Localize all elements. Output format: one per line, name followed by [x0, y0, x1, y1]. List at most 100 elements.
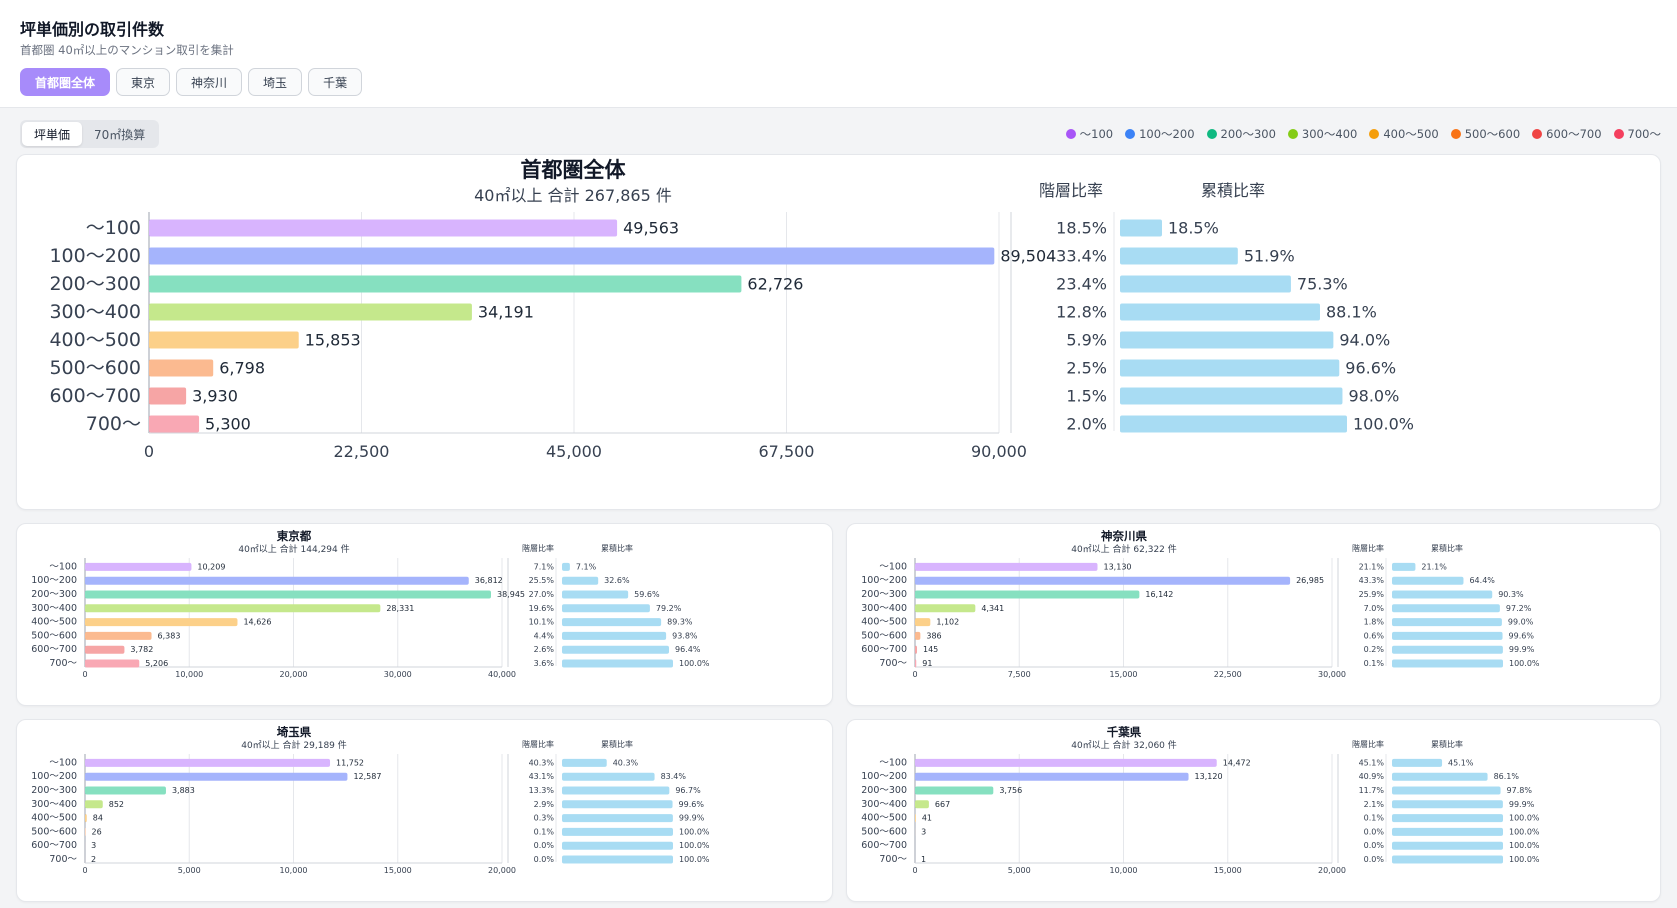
tab-mode-tsubo[interactable]: 坪単価: [22, 122, 83, 146]
bar: [915, 645, 918, 654]
tab-region-tokyo[interactable]: 東京: [116, 68, 171, 96]
cumulative-label: 18.5%: [1168, 219, 1219, 238]
category-label: 300～400: [49, 301, 141, 323]
cumulative-label: 89.3%: [667, 618, 693, 627]
legend-item: 100～200: [1125, 126, 1195, 142]
cumulative-bar: [1120, 275, 1291, 293]
chart-title: 東京都: [277, 529, 312, 543]
cumulative-bar: [1120, 219, 1162, 237]
ratio-label: 12.8%: [1056, 303, 1107, 322]
bar: [149, 247, 995, 265]
category-label: 600～700: [861, 644, 907, 655]
x-tick-label: 22,500: [334, 442, 390, 461]
cumulative-header: 累積比率: [1431, 543, 1463, 553]
bar-value-label: 26: [92, 827, 102, 836]
cumulative-label: 100.0%: [679, 659, 710, 668]
bar-value-label: 15,853: [305, 331, 361, 350]
cumulative-label: 99.9%: [1509, 800, 1535, 809]
tab-mode-70sqm[interactable]: 70㎡換算: [94, 127, 146, 142]
cumulative-bar: [1392, 800, 1503, 809]
chart-subtitle: 40㎡以上 合計 267,865 件: [474, 186, 672, 205]
cumulative-bar: [562, 604, 650, 613]
bar-value-label: 3,883: [172, 786, 195, 795]
category-label: 400～500: [31, 813, 77, 824]
legend-item: 200～300: [1206, 126, 1276, 142]
cumulative-label: 98.0%: [1348, 387, 1399, 406]
x-tick-label: 15,000: [384, 866, 412, 875]
cumulative-label: 99.6%: [1509, 631, 1535, 640]
cumulative-label: 83.4%: [661, 772, 687, 781]
tab-region-kanagawa[interactable]: 神奈川: [176, 68, 243, 96]
bar-value-label: 1: [921, 855, 926, 864]
ratio-label: 11.7%: [1359, 786, 1385, 795]
ratio-label: 0.1%: [1364, 659, 1385, 668]
legend-dot: [1125, 129, 1136, 139]
legend-label: 600～700: [1546, 127, 1602, 141]
page-subtitle: 首都圏 40㎡以上のマンション取引を集計: [20, 43, 234, 57]
legend-dot: [1065, 129, 1076, 139]
bar: [915, 576, 1291, 585]
category-label: 600～700: [31, 840, 77, 851]
cumulative-bar: [1392, 659, 1503, 668]
ratio-header: 階層比率: [1352, 543, 1384, 553]
x-tick-label: 10,000: [1110, 866, 1138, 875]
ratio-label: 43.3%: [1359, 576, 1385, 585]
cumulative-bar: [562, 659, 673, 668]
cumulative-bar: [1120, 359, 1340, 377]
cumulative-bar: [562, 827, 673, 836]
bar: [85, 659, 140, 668]
tab-region-chiba[interactable]: 千葉: [308, 68, 363, 96]
cumulative-label: 21.1%: [1421, 562, 1447, 571]
legend-item: ～100: [1065, 126, 1113, 142]
bar-value-label: 11,752: [336, 758, 364, 767]
x-tick-label: 0: [82, 670, 87, 679]
tab-region-all[interactable]: 首都圏全体: [20, 68, 111, 96]
legend-item: 700～: [1613, 126, 1661, 142]
bar-value-label: 667: [935, 800, 950, 809]
ratio-header: 階層比率: [1352, 739, 1384, 749]
category-label: 700～: [879, 854, 907, 865]
chart-card-saitama: 埼玉県 40㎡以上 合計 29,189 件 0 5,000 10,000 15,000 20…: [16, 719, 833, 902]
bar: [149, 219, 618, 237]
bar: [149, 359, 214, 377]
cumulative-label: 93.8%: [672, 631, 698, 640]
category-label: 400～500: [49, 329, 141, 351]
bar-value-label: 38,945: [497, 590, 525, 599]
cumulative-label: 99.6%: [679, 800, 705, 809]
category-label: 100～200: [31, 575, 77, 586]
ratio-label: 2.9%: [534, 800, 555, 809]
bar: [915, 618, 931, 627]
bar-value-label: 145: [923, 645, 938, 654]
category-label: 200～300: [861, 589, 907, 600]
bar: [915, 562, 1098, 571]
cumulative-label: 97.8%: [1507, 786, 1533, 795]
category-label: 100～200: [31, 771, 77, 782]
cumulative-bar: [562, 800, 673, 809]
cumulative-bar: [562, 772, 655, 781]
ratio-label: 40.9%: [1359, 772, 1385, 781]
category-label: 600～700: [861, 840, 907, 851]
chart-title: 埼玉県: [277, 725, 312, 739]
cumulative-bar: [1392, 814, 1503, 823]
ratio-label: 1.8%: [1364, 618, 1385, 627]
ratio-label: 0.3%: [534, 814, 555, 823]
bar: [915, 758, 1217, 767]
x-tick-label: 0: [144, 442, 154, 461]
x-tick-label: 20,000: [1318, 866, 1346, 875]
cumulative-bar: [562, 841, 673, 850]
legend-item: 400～500: [1369, 126, 1439, 142]
bar-value-label: 91: [922, 659, 932, 668]
bar-value-label: 14,472: [1223, 758, 1251, 767]
ratio-label: 0.1%: [534, 827, 555, 836]
x-tick-label: 40,000: [488, 670, 516, 679]
ratio-label: 40.3%: [529, 758, 555, 767]
ratio-label: 23.4%: [1056, 275, 1107, 294]
bar-value-label: 852: [109, 800, 124, 809]
x-tick-label: 0: [82, 866, 87, 875]
ratio-label: 10.1%: [529, 618, 555, 627]
bar-value-label: 12,587: [353, 772, 381, 781]
tab-region-saitama[interactable]: 埼玉: [248, 68, 303, 96]
cumulative-label: 96.6%: [1345, 359, 1396, 378]
